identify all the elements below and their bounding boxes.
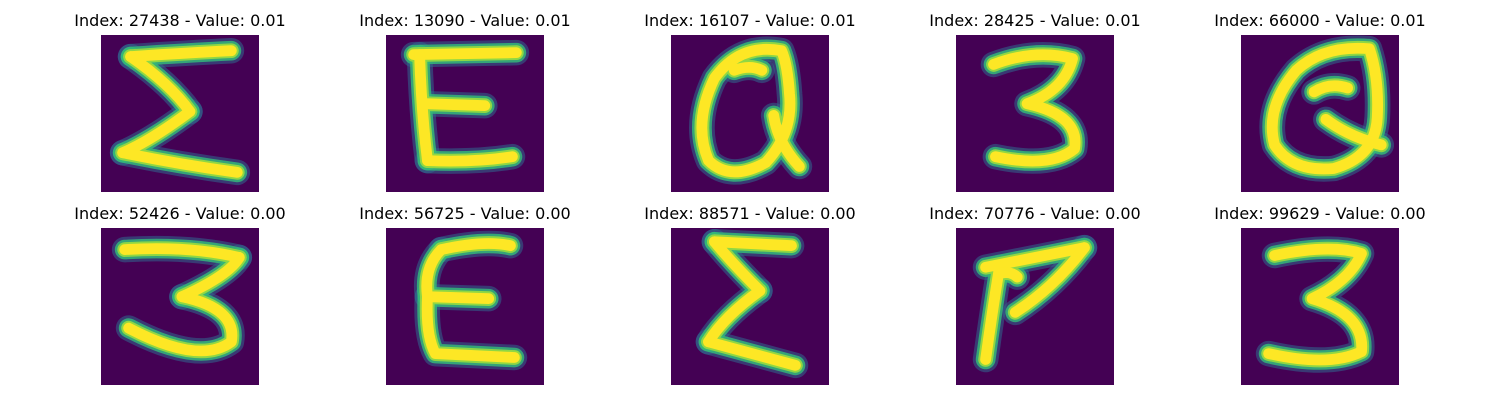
digit-image <box>386 228 544 385</box>
panel-title: Index: 56725 - Value: 0.00 <box>359 204 571 223</box>
digit-image <box>1241 35 1399 192</box>
sample-panel: Index: 56725 - Value: 0.00 <box>335 204 595 385</box>
glyph-stroke <box>119 243 245 263</box>
glyph-stroke <box>125 51 196 117</box>
panel-title: Index: 13090 - Value: 0.01 <box>359 11 571 30</box>
digit-image <box>1241 228 1399 385</box>
glyph-stroke <box>696 43 796 178</box>
glyph-stroke <box>1308 80 1354 98</box>
digit-image <box>101 35 259 192</box>
glyph-stroke <box>995 267 1023 283</box>
panel-title: Index: 28425 - Value: 0.01 <box>929 11 1141 30</box>
digit-image <box>101 228 259 385</box>
sample-panel: Index: 13090 - Value: 0.01 <box>335 11 595 192</box>
glyph-stroke <box>435 238 516 255</box>
glyph-stroke <box>125 45 237 62</box>
digit-image <box>956 35 1114 192</box>
glyph-stroke <box>709 236 797 252</box>
sample-panel: Index: 66000 - Value: 0.01 <box>1190 11 1450 192</box>
glyph-stroke <box>1320 113 1387 151</box>
glyph-stroke <box>703 336 801 371</box>
panel-title: Index: 70776 - Value: 0.00 <box>929 204 1141 223</box>
digit-image <box>956 228 1114 385</box>
digit-image <box>671 35 829 192</box>
glyph-stroke <box>420 98 491 112</box>
glyph-stroke <box>988 49 1081 167</box>
glyph-stroke <box>1263 243 1368 366</box>
panel-title: Index: 16107 - Value: 0.01 <box>644 11 856 30</box>
panel-title: Index: 27438 - Value: 0.01 <box>74 11 286 30</box>
glyph-stroke <box>709 236 766 297</box>
panel-title: Index: 88571 - Value: 0.00 <box>644 204 856 223</box>
digit-image <box>386 35 544 192</box>
glyph-stroke <box>728 61 768 76</box>
glyph-stroke <box>1266 42 1383 175</box>
glyph-stroke <box>422 291 495 305</box>
glyph-stroke <box>1009 242 1090 318</box>
glyph-stroke <box>421 291 520 363</box>
sample-panel: Index: 88571 - Value: 0.00 <box>620 204 880 385</box>
glyph-stroke <box>176 252 245 303</box>
sample-panel: Index: 70776 - Value: 0.00 <box>905 204 1165 385</box>
glyph-stroke <box>414 49 433 166</box>
glyph-stroke <box>117 147 243 178</box>
glyph-stroke <box>408 47 522 61</box>
sample-panel: Index: 52426 - Value: 0.00 <box>50 204 310 385</box>
panel-title: Index: 99629 - Value: 0.00 <box>1214 204 1426 223</box>
glyph-stroke <box>422 151 518 167</box>
sample-panel: Index: 16107 - Value: 0.01 <box>620 11 880 192</box>
panel-title: Index: 66000 - Value: 0.01 <box>1214 11 1426 30</box>
sample-panel: Index: 27438 - Value: 0.01 <box>50 11 310 192</box>
digit-image <box>671 228 829 385</box>
sample-panel: Index: 28425 - Value: 0.01 <box>905 11 1165 192</box>
glyph-stroke <box>768 110 805 172</box>
panel-title: Index: 52426 - Value: 0.00 <box>74 204 286 223</box>
glyph-stroke <box>123 291 238 357</box>
sample-panel: Index: 99629 - Value: 0.00 <box>1190 204 1450 385</box>
